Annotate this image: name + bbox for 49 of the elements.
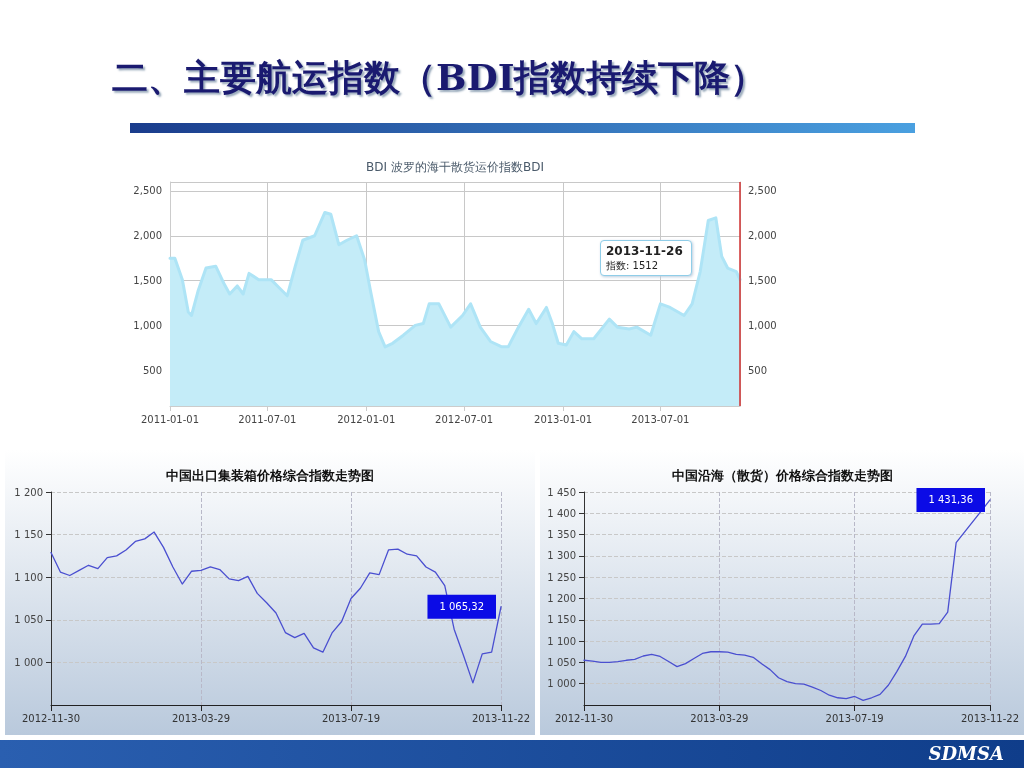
- annotation: 指数: 1512: [606, 259, 659, 272]
- y-tick-label: 1 100: [547, 635, 576, 647]
- x-tick-label: 2013-01-01: [534, 413, 593, 425]
- y-tick-label: 1 150: [547, 614, 576, 626]
- annotation: 2013-11-26: [606, 244, 684, 259]
- y-tick-label: 1,500: [133, 275, 162, 287]
- y-tick-label: 1 200: [14, 486, 43, 498]
- x-tick-label: 2013-03-29: [690, 712, 749, 724]
- x-tick-label: 2013-11-22: [960, 712, 1020, 724]
- y2-tick-label: 1,000: [748, 319, 777, 331]
- y2-tick-label: 500: [748, 364, 768, 376]
- x-tick-label: 2012-07-01: [435, 413, 494, 425]
- text: 二、主要航运指数（BDI指数持续下降）: [112, 55, 767, 100]
- x-tick-label: 2013-07-01: [631, 413, 690, 425]
- y-tick-label: 1 200: [547, 593, 576, 604]
- y2-tick-label: 1,500: [748, 275, 777, 287]
- y-tick-label: 1 250: [547, 571, 576, 583]
- chart-title: 中国出口集装箱价格综合指数走势图: [166, 468, 374, 483]
- text: SDMSA: [928, 743, 1004, 764]
- x-tick-label: 2013-07-19: [321, 712, 381, 724]
- y-tick-label: 1 000: [14, 656, 43, 668]
- x-tick-label: 2012-01-01: [337, 413, 396, 425]
- chart-title: 中国沿海（散货）价格综合指数走势图: [671, 468, 893, 483]
- y-tick-label: 1 050: [547, 656, 576, 668]
- y-tick-label: 1 000: [547, 678, 576, 690]
- chart-title: BDI 波罗的海干散货运价指数BDI: [366, 160, 544, 174]
- y-tick-label: 500: [142, 364, 162, 376]
- y2-tick-label: 2,500: [748, 185, 777, 197]
- x-tick-label: 2011-01-01: [140, 413, 200, 425]
- y-tick-label: 1,000: [133, 319, 162, 331]
- y-tick-label: 1 300: [547, 550, 576, 562]
- line-series: [50, 531, 502, 684]
- data-label: 1 431,36: [928, 494, 973, 506]
- x-tick-label: 2013-11-22: [471, 712, 531, 724]
- y-tick-label: 1 100: [14, 571, 43, 583]
- y-tick-label: 2,000: [133, 230, 162, 242]
- y2-tick-label: 2,000: [748, 230, 777, 242]
- x-tick-label: 2011-07-01: [238, 413, 297, 425]
- y-tick-label: 1 400: [547, 507, 576, 519]
- y-tick-label: 1 450: [547, 486, 576, 498]
- y-tick-label: 1 350: [547, 529, 576, 541]
- x-tick-label: 2013-03-29: [171, 712, 231, 724]
- y-tick-label: 1 050: [14, 614, 43, 626]
- x-tick-label: 2012-11-30: [21, 712, 81, 724]
- data-label: 1 065,32: [439, 601, 484, 613]
- y-tick-label: 1 150: [14, 529, 43, 541]
- x-tick-label: 2012-11-30: [554, 712, 614, 724]
- x-tick-label: 2013-07-19: [825, 712, 884, 724]
- y-tick-label: 2,500: [133, 185, 162, 197]
